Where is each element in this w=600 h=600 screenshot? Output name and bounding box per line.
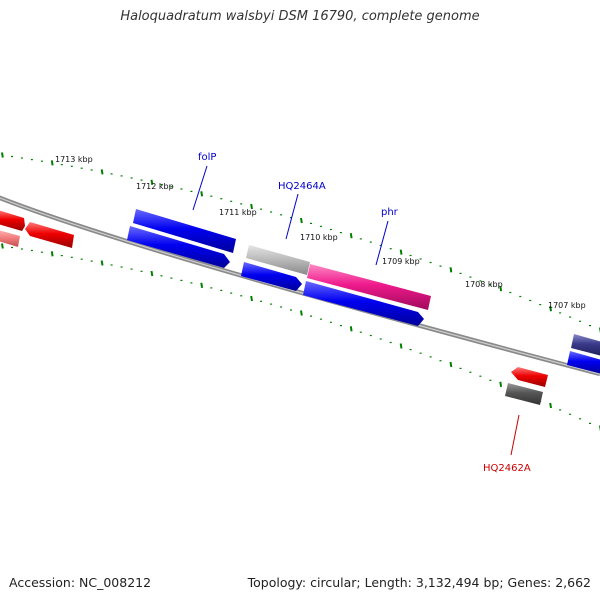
gene-arrow-forward[interactable] bbox=[571, 334, 600, 356]
gene-features[interactable] bbox=[0, 209, 600, 405]
scale-ticks-upper bbox=[1, 152, 600, 333]
major-tick bbox=[349, 233, 353, 239]
gene-arrow-HQ2462A[interactable] bbox=[505, 383, 543, 405]
gene-arrow-reverse[interactable] bbox=[0, 230, 20, 247]
gene-label-HQ2464A[interactable]: HQ2464A bbox=[278, 181, 326, 192]
major-tick bbox=[100, 260, 104, 266]
major-tick bbox=[200, 191, 204, 197]
leader-folP bbox=[192, 165, 208, 211]
scale-label: 1709 kbp bbox=[382, 257, 420, 266]
scale-labels: 1713 kbp 1712 kbp 1711 kbp 1710 kbp 1709… bbox=[55, 155, 586, 310]
gene-arrow-forward[interactable] bbox=[303, 281, 424, 326]
major-tick bbox=[200, 282, 204, 288]
scale-label: 1708 kbp bbox=[465, 280, 503, 289]
gene-arrow-forward[interactable] bbox=[127, 226, 230, 268]
major-tick bbox=[399, 343, 403, 349]
leader-HQ2462A bbox=[510, 414, 520, 456]
major-tick bbox=[300, 217, 303, 224]
gene-label-HQ2462A[interactable]: HQ2462A bbox=[483, 463, 531, 474]
scale-label: 1712 kbp bbox=[136, 182, 174, 191]
gene-arrow-phr[interactable] bbox=[307, 264, 431, 310]
gene-arrow-forward[interactable] bbox=[241, 262, 302, 291]
gene-arrow-HQ2464A[interactable] bbox=[246, 245, 310, 275]
major-tick bbox=[250, 295, 253, 302]
gene-arrow-reverse[interactable] bbox=[0, 210, 25, 231]
major-tick bbox=[250, 203, 253, 210]
major-tick bbox=[50, 160, 54, 166]
major-tick bbox=[150, 179, 154, 185]
gene-label-phr[interactable]: phr bbox=[381, 207, 399, 218]
major-tick bbox=[1, 243, 4, 249]
major-tick bbox=[549, 402, 552, 409]
map-title: Haloquadratum walsbyi DSM 16790, complet… bbox=[120, 9, 480, 24]
major-tick bbox=[549, 306, 552, 312]
scale-label: 1711 kbp bbox=[219, 208, 257, 217]
gene-labels: folP HQ2464A phr HQ2462A bbox=[198, 152, 531, 474]
major-tick bbox=[349, 326, 353, 332]
gene-arrow-forward[interactable] bbox=[567, 351, 600, 374]
gene-arrow-reverse[interactable] bbox=[511, 367, 548, 387]
scale-label: 1710 kbp bbox=[300, 233, 338, 242]
scale-label: 1713 kbp bbox=[55, 155, 93, 164]
scale-label: 1707 kbp bbox=[548, 301, 586, 310]
accession-text: Accession: NC_008212 bbox=[9, 575, 152, 590]
major-tick bbox=[449, 361, 453, 368]
leader-phr bbox=[375, 220, 389, 266]
major-tick bbox=[150, 270, 154, 277]
major-tick bbox=[50, 251, 54, 257]
major-tick bbox=[100, 169, 104, 175]
major-tick bbox=[449, 267, 453, 273]
major-tick bbox=[499, 381, 503, 387]
major-tick bbox=[1, 152, 4, 158]
gene-arrow-reverse[interactable] bbox=[25, 222, 74, 248]
major-tick bbox=[399, 249, 403, 255]
genome-backbone-inner bbox=[0, 197, 600, 375]
genome-summary-text: Topology: circular; Length: 3,132,494 bp… bbox=[247, 575, 591, 590]
gene-arrow-folP[interactable] bbox=[133, 209, 236, 253]
major-tick bbox=[499, 285, 503, 292]
leader-HQ2464A bbox=[285, 193, 299, 240]
scale-ticks-lower bbox=[1, 243, 600, 431]
major-tick bbox=[300, 310, 303, 316]
gene-label-leaders bbox=[192, 165, 520, 456]
gene-label-folP[interactable]: folP bbox=[198, 152, 216, 163]
